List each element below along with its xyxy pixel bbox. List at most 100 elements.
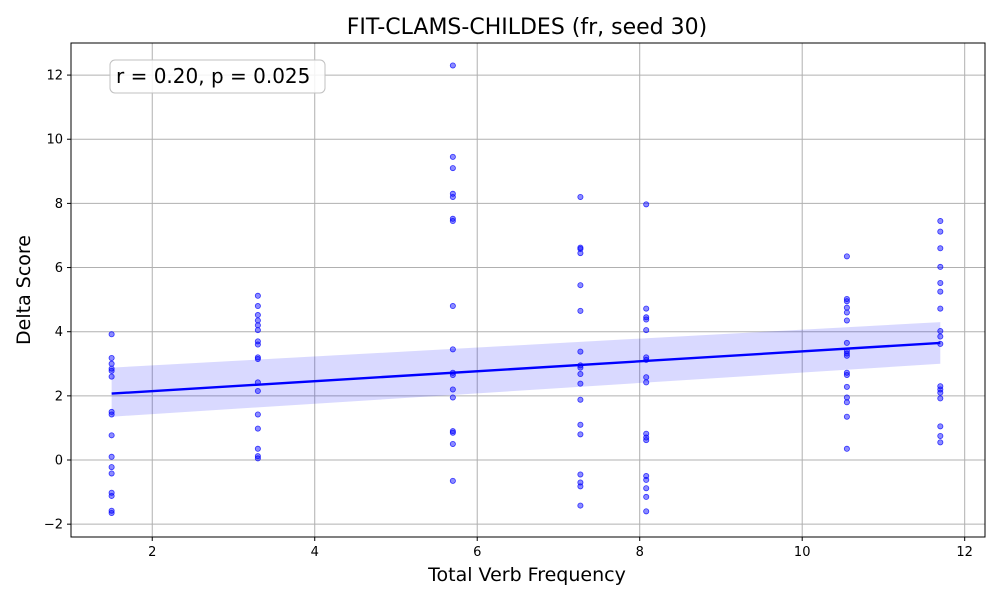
y-tick-label: 0 (55, 454, 63, 469)
data-point (643, 437, 650, 444)
data-point (254, 327, 261, 334)
data-point (577, 282, 584, 289)
data-point (108, 464, 115, 471)
data-point (254, 388, 261, 395)
data-point (254, 292, 261, 299)
data-point (643, 508, 650, 515)
data-point (577, 380, 584, 387)
y-tick-label: 4 (55, 325, 63, 340)
data-point (108, 355, 115, 362)
data-point (449, 303, 456, 310)
data-point (577, 250, 584, 257)
data-point (643, 201, 650, 208)
data-point (254, 445, 261, 452)
data-point (937, 288, 944, 295)
data-point (108, 331, 115, 338)
x-tick-label: 6 (473, 545, 481, 560)
data-point (843, 372, 850, 379)
data-point (108, 373, 115, 380)
data-point (449, 190, 456, 197)
data-point (843, 298, 850, 305)
data-point (577, 348, 584, 355)
data-point (449, 394, 456, 401)
data-point (937, 228, 944, 235)
data-point (254, 425, 261, 432)
data-point (449, 193, 456, 200)
data-point (843, 445, 850, 452)
data-point (449, 428, 456, 435)
data-point (577, 502, 584, 509)
data-point (937, 218, 944, 225)
x-tick-label: 10 (794, 545, 811, 560)
data-point (843, 253, 850, 260)
data-point (254, 338, 261, 345)
data-point (843, 339, 850, 346)
data-point (843, 317, 850, 324)
data-point (449, 429, 456, 436)
x-ticks: 2 4 6 8 10 12 (148, 537, 973, 560)
data-point (643, 374, 650, 381)
data-point (643, 379, 650, 386)
data-point (577, 483, 584, 490)
grid (71, 43, 985, 537)
data-point (108, 367, 115, 374)
data-point (108, 492, 115, 499)
data-point (937, 386, 944, 393)
data-point (643, 316, 650, 323)
x-tick-label: 12 (956, 545, 973, 560)
annotation-box (109, 59, 326, 94)
data-point (449, 218, 456, 225)
y-ticks: −2 0 2 4 6 8 10 12 (44, 69, 71, 533)
x-tick-label: 8 (636, 545, 644, 560)
data-points (108, 62, 944, 516)
data-point (108, 489, 115, 496)
data-point (843, 309, 850, 316)
data-point (449, 440, 456, 447)
data-point (108, 509, 115, 516)
data-point (937, 432, 944, 439)
data-point (449, 477, 456, 484)
data-point (937, 439, 944, 446)
data-point (254, 303, 261, 310)
data-point (449, 165, 456, 172)
data-point (577, 307, 584, 314)
data-point (843, 399, 850, 406)
data-point (577, 471, 584, 478)
data-point (254, 312, 261, 319)
data-point (643, 493, 650, 500)
data-point (577, 193, 584, 200)
data-point (937, 389, 944, 396)
x-tick-label: 2 (148, 545, 156, 560)
y-tick-label: −2 (44, 518, 63, 533)
data-point (254, 455, 261, 462)
data-point (577, 421, 584, 428)
data-point (937, 263, 944, 270)
x-tick-label: 4 (311, 545, 319, 560)
data-point (937, 328, 944, 335)
y-tick-label: 6 (55, 261, 63, 276)
data-point (449, 386, 456, 393)
data-point (937, 333, 944, 340)
y-tick-label: 2 (55, 389, 63, 404)
regression-line-group (111, 341, 941, 395)
y-tick-label: 10 (46, 133, 63, 148)
data-point (254, 341, 261, 348)
data-point (254, 354, 261, 361)
data-point (577, 371, 584, 378)
data-point (577, 396, 584, 403)
chart-title: FIT-CLAMS-CHILDES (fr, seed 30) (347, 15, 707, 40)
data-point (937, 279, 944, 286)
data-point (937, 395, 944, 402)
regression-line (111, 341, 941, 395)
data-point (643, 476, 650, 483)
data-point (254, 411, 261, 418)
x-axis-label: Total Verb Frequency (427, 564, 626, 586)
data-point (643, 327, 650, 334)
data-point (843, 413, 850, 420)
data-point (843, 383, 850, 390)
data-point (937, 423, 944, 430)
data-point (449, 346, 456, 353)
data-point (643, 485, 650, 492)
